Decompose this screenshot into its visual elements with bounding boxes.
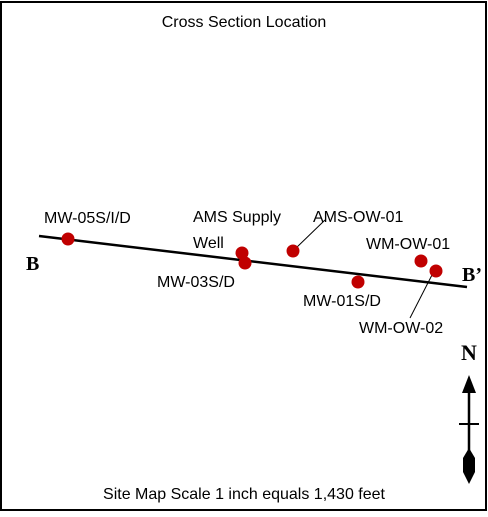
leader-line-ams-ow-01 — [294, 219, 326, 250]
well-label-mw-01s-d: MW-01S/D — [303, 293, 381, 310]
well-label-well: Well — [193, 235, 224, 252]
well-label-mw-03s-d: MW-03S/D — [157, 274, 235, 291]
north-arrow: N — [459, 340, 479, 484]
well-marker-wm-ow-02 — [429, 264, 443, 278]
map-scale-text: Site Map Scale 1 inch equals 1,430 feet — [103, 486, 386, 503]
well-label-mw-05s-i-d: MW-05S/I/D — [44, 210, 131, 227]
well-marker-mw-05s-i-d — [61, 232, 75, 246]
well-label-wm-ow-02: WM-OW-02 — [359, 320, 443, 337]
cross-section-line — [38, 234, 468, 289]
well-label-wm-ow-01: WM-OW-01 — [366, 236, 450, 253]
map-title: Cross Section Location — [162, 14, 327, 31]
leader-line-wm-ow-02 — [409, 272, 434, 319]
well-marker-ams-ow-01 — [286, 244, 300, 258]
well-marker-wm-ow-01 — [414, 254, 428, 268]
north-arrow-head — [462, 375, 476, 393]
well-label-ams-ow-01: AMS-OW-01 — [313, 209, 403, 226]
well-marker-ams-supply-well — [235, 246, 249, 260]
well-label-ams-supply: AMS Supply — [193, 209, 281, 226]
north-label: N — [461, 340, 477, 365]
north-arrow-tail — [463, 448, 475, 484]
section-start-label: B — [26, 253, 39, 275]
well-marker-mw-03s-d — [238, 256, 252, 270]
section-end-label: B’ — [462, 264, 482, 286]
well-marker-mw-01s-d — [351, 275, 365, 289]
